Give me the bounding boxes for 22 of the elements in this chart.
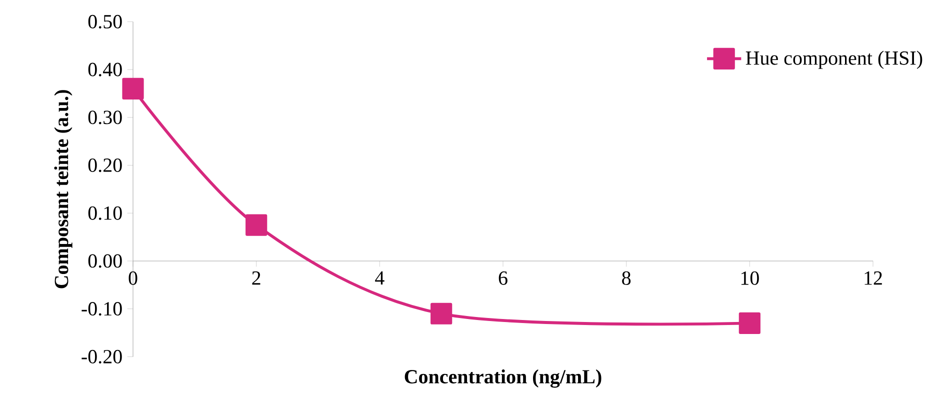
x-tick-label: 8	[622, 271, 631, 285]
y-tick-label: -0.10	[82, 302, 122, 316]
x-tick-label: 2	[252, 271, 260, 285]
x-axis-title: Concentration (ng/mL)	[404, 369, 602, 388]
y-tick-label: 0.30	[88, 110, 122, 124]
x-tick-label: 12	[864, 271, 882, 285]
y-tick-label: -0.20	[82, 350, 122, 364]
x-tick-label: 4	[375, 271, 384, 285]
y-tick-label: 0.40	[88, 62, 122, 76]
x-tick-label: 0	[128, 271, 138, 285]
y-tick-label: 0.10	[88, 206, 122, 220]
y-axis-title: Composant teinte (a.u.)	[54, 90, 72, 288]
x-tick-label: 10	[741, 271, 759, 285]
point	[246, 214, 268, 236]
y-tick-label: 0.20	[88, 158, 122, 172]
point	[122, 78, 144, 100]
x-tick-label: 6	[498, 271, 508, 285]
point	[430, 302, 452, 324]
legend-label: Hue component (HSI)	[746, 50, 922, 69]
y-tick-label: 0.50	[88, 14, 122, 29]
point	[738, 312, 760, 334]
y-tick-label: 0.00	[88, 254, 122, 268]
